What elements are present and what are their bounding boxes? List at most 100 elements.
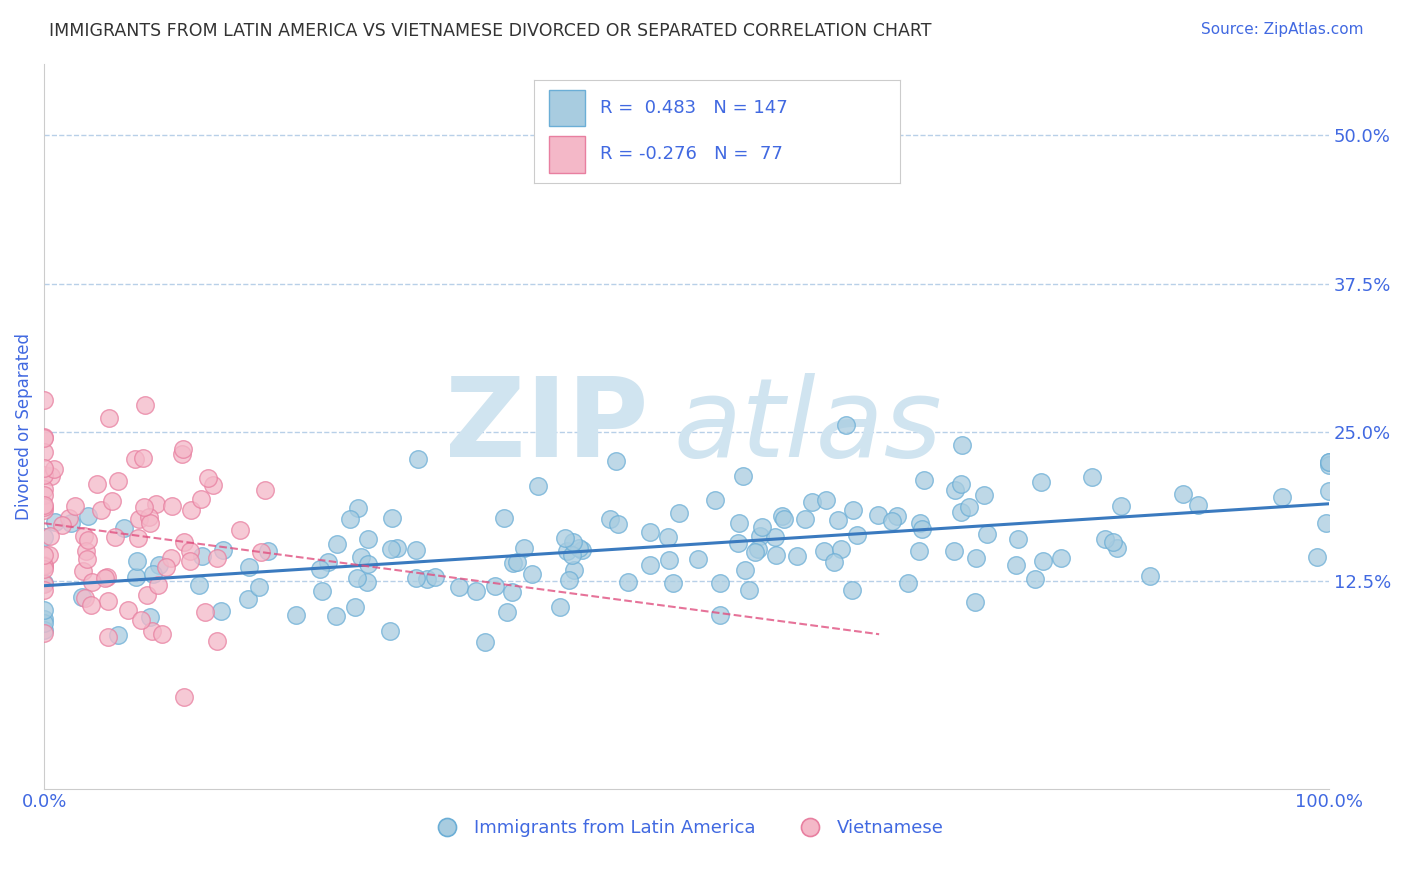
Point: [86, 477, 108, 491]
Point: [1317, 458, 1340, 472]
Point: [882, 514, 904, 528]
Point: [378, 624, 401, 638]
Point: [638, 524, 661, 539]
Point: [866, 508, 889, 522]
Point: [1107, 541, 1129, 556]
Point: [97, 410, 120, 425]
Point: [256, 544, 278, 558]
Point: [344, 599, 367, 614]
Point: [406, 452, 429, 467]
Point: [179, 544, 201, 558]
Point: [1139, 568, 1161, 582]
Point: [464, 583, 486, 598]
Point: [311, 584, 333, 599]
Point: [910, 522, 932, 536]
Point: [38, 529, 60, 543]
Point: [554, 531, 576, 545]
Point: [173, 690, 195, 704]
Point: [950, 476, 973, 491]
Point: [191, 549, 214, 563]
Point: [765, 549, 787, 563]
Point: [763, 530, 786, 544]
Point: [38, 549, 60, 563]
Point: [1007, 533, 1029, 547]
Point: [326, 537, 349, 551]
Point: [800, 495, 823, 509]
Point: [107, 474, 129, 488]
Point: [285, 608, 308, 623]
Point: [97, 630, 120, 644]
Point: [835, 417, 858, 432]
Point: [502, 557, 524, 571]
Point: [950, 438, 973, 452]
Point: [32, 530, 55, 544]
Point: [496, 605, 519, 619]
Point: [339, 512, 361, 526]
Point: [32, 467, 55, 482]
Point: [124, 570, 146, 584]
Point: [145, 497, 167, 511]
Point: [205, 634, 228, 648]
Point: [249, 545, 271, 559]
Point: [229, 524, 252, 538]
Point: [63, 499, 86, 513]
Point: [236, 591, 259, 606]
Point: [97, 593, 120, 607]
Point: [846, 528, 869, 542]
Point: [357, 557, 380, 571]
Point: [107, 628, 129, 642]
Point: [492, 511, 515, 525]
Point: [908, 516, 931, 530]
Point: [548, 599, 571, 614]
Point: [135, 588, 157, 602]
Point: [405, 543, 427, 558]
Point: [32, 431, 55, 445]
Point: [73, 591, 96, 605]
Point: [82, 575, 104, 590]
Point: [73, 529, 96, 543]
Point: [127, 531, 149, 545]
Point: [957, 500, 980, 514]
Point: [1306, 550, 1329, 565]
Point: [346, 500, 368, 515]
Point: [134, 398, 156, 412]
Point: [1315, 516, 1337, 531]
Point: [449, 581, 471, 595]
Point: [709, 608, 731, 623]
Point: [148, 558, 170, 573]
Point: [51, 517, 73, 532]
Point: [605, 454, 627, 468]
Point: [32, 430, 55, 444]
Point: [1094, 532, 1116, 546]
Point: [180, 502, 202, 516]
Point: [751, 520, 773, 534]
Point: [747, 541, 769, 556]
Point: [1080, 469, 1102, 483]
Point: [1050, 551, 1073, 566]
Point: [179, 554, 201, 568]
Point: [709, 575, 731, 590]
Text: atlas: atlas: [673, 373, 942, 480]
Point: [32, 583, 55, 598]
Text: IMMIGRANTS FROM LATIN AMERICA VS VIETNAMESE DIVORCED OR SEPARATED CORRELATION CH: IMMIGRANTS FROM LATIN AMERICA VS VIETNAM…: [49, 22, 932, 40]
Point: [1024, 572, 1046, 586]
Point: [599, 512, 621, 526]
Point: [32, 488, 55, 502]
Point: [32, 603, 55, 617]
Point: [686, 552, 709, 566]
Point: [1031, 475, 1053, 489]
Point: [77, 533, 100, 547]
Point: [60, 516, 83, 530]
Point: [1317, 484, 1340, 499]
Point: [32, 561, 55, 575]
Text: Source: ZipAtlas.com: Source: ZipAtlas.com: [1201, 22, 1364, 37]
Point: [190, 491, 212, 506]
Point: [555, 544, 578, 558]
Point: [571, 542, 593, 557]
Point: [823, 555, 845, 569]
Point: [32, 482, 55, 496]
Point: [842, 503, 865, 517]
Point: [1111, 500, 1133, 514]
Point: [830, 541, 852, 556]
Point: [132, 451, 155, 466]
